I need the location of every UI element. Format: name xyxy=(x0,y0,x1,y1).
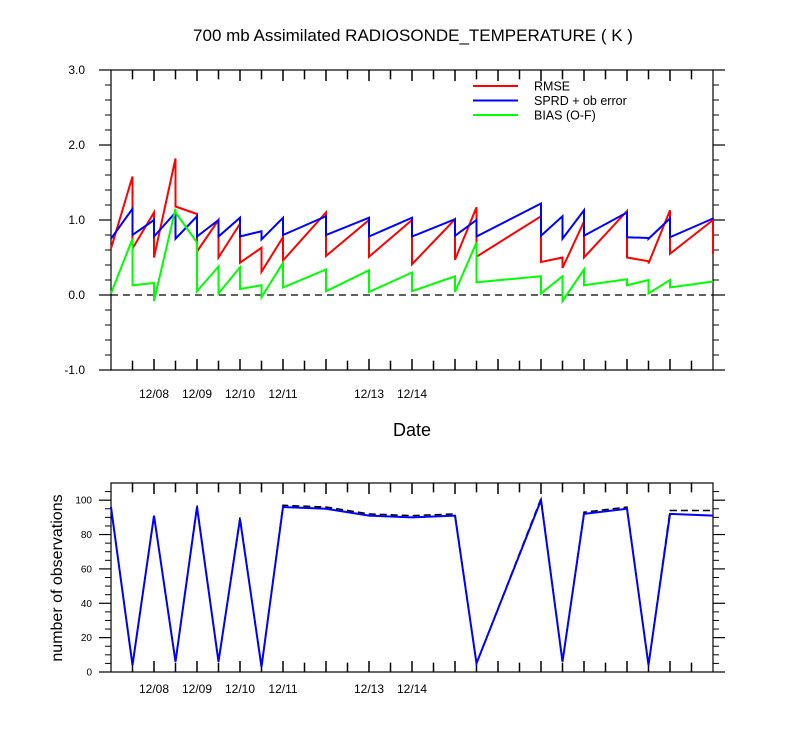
bottom-y-tick-label: 40 xyxy=(81,599,93,610)
top-chart-x-axis-label: Date xyxy=(393,420,431,440)
series-bias-o-f- xyxy=(110,208,714,305)
bottom-x-tick-label: 12/10 xyxy=(225,682,255,696)
top-x-tick-label: 12/11 xyxy=(268,387,297,401)
top-y-tick-label: 2.0 xyxy=(68,138,85,152)
bottom-chart: 12/08 12/09 12/10 12/11 12/13 12/14 0 20 40 60 80 1… xyxy=(75,482,725,696)
top-y-tick-label: 1.0 xyxy=(68,213,85,227)
top-y-tick-label: 3.0 xyxy=(68,63,85,77)
obs-series-assimilated xyxy=(110,496,714,668)
bottom-x-tick-label: 12/09 xyxy=(182,682,212,696)
bottom-x-tick-label: 12/13 xyxy=(354,682,384,696)
legend-label: SPRD + ob error xyxy=(534,94,627,108)
bottom-y-tick-label: 100 xyxy=(75,496,92,507)
top-x-tick-label: 12/08 xyxy=(139,387,169,401)
top-x-tick-label: 12/09 xyxy=(182,387,212,401)
top-chart-title: 700 mb Assimilated RADIOSONDE_TEMPERATUR… xyxy=(193,26,633,45)
bottom-chart-y-axis-label: number of observations xyxy=(49,494,66,661)
obs-series-possible xyxy=(110,498,713,667)
bottom-y-tick-label: 80 xyxy=(81,530,93,541)
series-line xyxy=(110,208,714,305)
top-y-tick-label: 0.0 xyxy=(68,288,85,302)
top-chart: 12/08 12/09 12/10 12/11 12/13 12/14 -1.0 0.0 1.0… xyxy=(64,63,725,401)
top-x-tick-label: 12/10 xyxy=(225,387,255,401)
legend-label: BIAS (O-F) xyxy=(534,109,596,123)
bottom-x-tick-label: 12/08 xyxy=(139,682,169,696)
bottom-plot-frame xyxy=(110,482,714,673)
bottom-y-tick-label: 60 xyxy=(81,564,93,575)
bottom-y-tick-label: 20 xyxy=(81,633,93,644)
top-y-tick-label: -1.0 xyxy=(64,363,85,377)
series-sprd-ob-error xyxy=(110,201,714,242)
legend-label: RMSE xyxy=(534,80,570,94)
bottom-y-tick-label: 0 xyxy=(86,668,92,679)
bottom-x-tick-label: 12/11 xyxy=(268,682,297,696)
top-x-tick-label: 12/13 xyxy=(354,387,384,401)
series-line xyxy=(110,201,714,242)
bottom-x-tick-label: 12/14 xyxy=(397,682,427,696)
top-x-tick-label: 12/14 xyxy=(397,387,427,401)
